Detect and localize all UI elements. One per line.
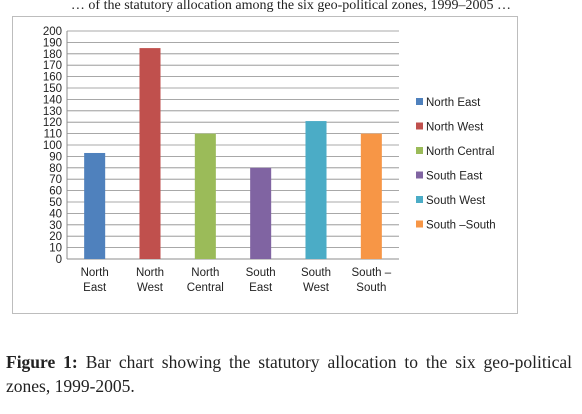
y-tick-label: 30 (49, 220, 62, 232)
y-tick-label: 140 (43, 94, 62, 106)
y-tick-label: 160 (43, 72, 62, 84)
y-tick-label: 180 (43, 49, 62, 61)
y-tick-label: 170 (43, 60, 62, 72)
bar-chart: 0102030405060708090100110120130140150160… (43, 26, 496, 294)
x-tick-label: South (356, 282, 386, 294)
figure-caption-text: Bar chart showing the statutory allocati… (6, 352, 572, 396)
legend-label: South East (426, 171, 483, 183)
x-tick-label: East (83, 282, 107, 294)
y-tick-label: 70 (49, 174, 62, 186)
bar (360, 133, 382, 259)
y-tick-label: 10 (49, 243, 62, 255)
y-tick-label: 200 (43, 26, 62, 38)
top-cropped-text: … of the statutory allocation among the … (70, 0, 512, 12)
x-tick-label: South (301, 267, 331, 279)
x-tick-label: North (136, 267, 164, 279)
x-tick-label: North (81, 267, 109, 279)
y-tick-label: 0 (56, 254, 62, 266)
figure-label: Figure 1: (6, 352, 78, 372)
legend-swatch (416, 147, 423, 154)
x-tick-label: North (191, 267, 219, 279)
legend-swatch (416, 171, 423, 179)
y-tick-label: 130 (43, 106, 62, 118)
legend-swatch (416, 196, 423, 203)
x-tick-label: West (303, 282, 330, 294)
bar (250, 167, 272, 259)
x-tick-label: South (246, 267, 276, 279)
x-tick-label: West (137, 282, 164, 294)
y-tick-label: 100 (43, 140, 62, 152)
y-tick-label: 60 (49, 186, 62, 198)
legend-swatch (416, 98, 423, 105)
chart-frame: 0 10 20 30 40 50 60 70 80 90 100 110 120 130 140 150 160… (12, 16, 518, 314)
y-tick-label: 110 (44, 129, 62, 141)
bar (84, 152, 106, 259)
legend-label: South –South (426, 220, 496, 232)
legend-swatch (416, 122, 423, 130)
x-tick-label: Central (187, 282, 224, 294)
y-tick-label: 50 (49, 197, 62, 209)
legend-label: South West (426, 195, 486, 207)
x-tick-label: East (249, 282, 273, 294)
legend-label: North Central (426, 146, 494, 158)
bar (305, 121, 327, 259)
y-tick-label: 40 (49, 208, 62, 220)
figure-caption: Figure 1: Bar chart showing the statutor… (6, 350, 572, 398)
y-tick-label: 90 (49, 151, 62, 163)
legend-swatch (416, 220, 423, 228)
x-tick-label: South – (352, 267, 392, 279)
y-tick-label: 20 (49, 231, 62, 243)
y-tick-label: 80 (49, 163, 62, 175)
legend-label: North East (426, 97, 481, 109)
legend-label: North West (426, 122, 484, 134)
bar (139, 48, 161, 259)
y-tick-label: 150 (43, 83, 62, 95)
y-tick-label: 120 (43, 117, 62, 129)
y-tick-label: 190 (43, 37, 62, 49)
bar (194, 133, 216, 259)
